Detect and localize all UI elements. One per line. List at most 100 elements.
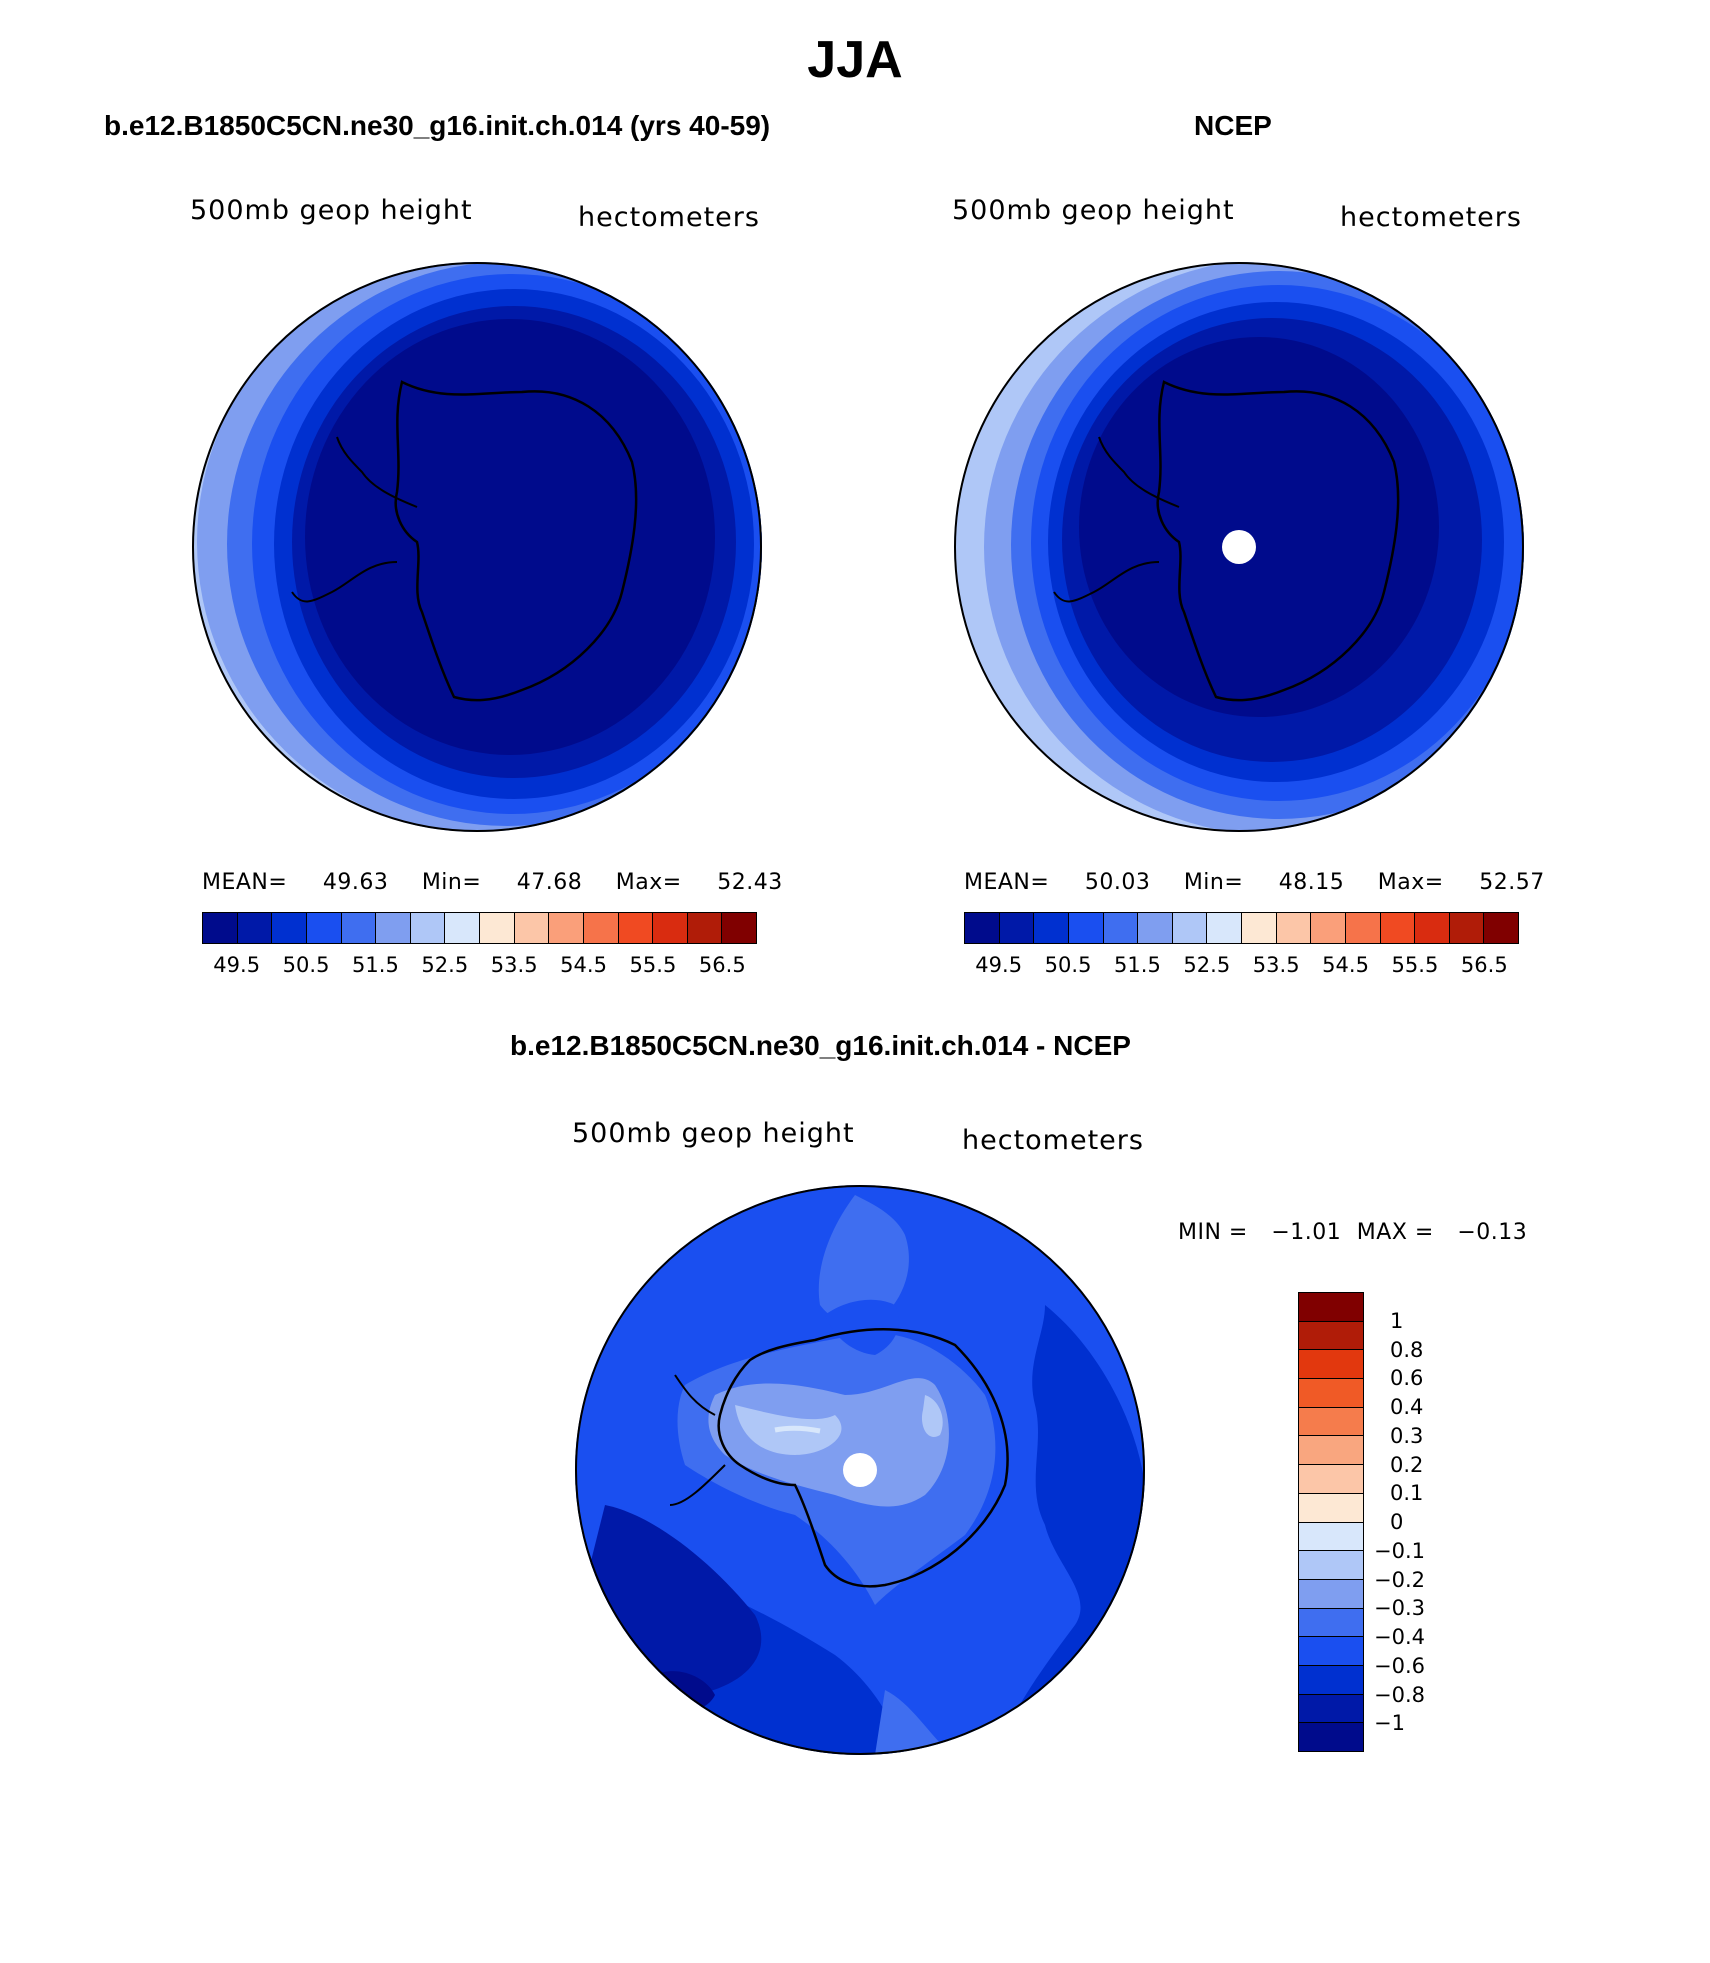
panel-3-title: b.e12.B1850C5CN.ne30_g16.init.ch.014 - N… [510,1030,1131,1061]
colorbar-tick-label: 0.2 [1390,1452,1424,1477]
colorbar-tick-label: 0.4 [1390,1395,1424,1419]
colorbar-tick-label: 0.6 [1390,1366,1424,1391]
panel-1-min-value: 47.68 [516,870,583,895]
colorbar-tick-label: 49.5 [213,953,261,977]
colorbar-tick-label: 56.5 [698,953,746,977]
colorbar-tick-label: 49.5 [975,953,1023,977]
colorbar-swatch [618,913,654,943]
colorbar-swatch [999,913,1035,943]
colorbar-swatch [722,913,756,943]
colorbar-swatch [1484,913,1518,943]
panel-2-mean-value: 50.03 [1084,870,1151,895]
panel-1-stats: MEAN= 49.63 Min= 47.68 Max= 52.43 [202,870,782,895]
colorbar-tick-label: 50.5 [282,953,330,977]
colorbar-tick-label: −0.2 [1374,1567,1425,1592]
colorbar-swatch [1299,1436,1363,1466]
colorbar-tick-label: 53.5 [490,953,538,977]
colorbar-tick-label: 1 [1390,1308,1404,1333]
colorbar-swatch [1299,1579,1363,1609]
panel-3-colorbar-ticks: 1 0.8 0.6 0.4 0.3 0.2 0.1 0 −0.1 −0.2 −0.3 −0.4 −0.6… [1374,1292,1464,1752]
colorbar-tick-label: 55.5 [629,953,677,977]
panel-1-mean-value: 49.63 [322,870,389,895]
colorbar-swatch [1276,913,1312,943]
colorbar-swatch [965,913,1000,943]
colorbar-tick-label: 51.5 [1114,953,1161,977]
colorbar-swatch [1299,1465,1363,1494]
colorbar-swatch [1138,913,1173,943]
panel-1-colorbar-ticks: 49.5 50.5 51.5 52.5 53.5 54.5 55.5 56.5 [202,953,757,981]
panel-1-max-value: 52.43 [717,870,783,895]
colorbar-swatch [1068,913,1104,943]
panel-1-polar-map [192,262,762,832]
colorbar-swatch [1299,1407,1363,1437]
colorbar-swatch [1415,913,1450,943]
colorbar-swatch [1299,1379,1363,1408]
panel-2-title: NCEP [1194,110,1272,141]
colorbar-tick-label: −0.8 [1374,1682,1425,1707]
colorbar-swatch [1380,913,1416,943]
panel-2-max-label: Max= [1377,870,1444,895]
colorbar-swatch [1299,1522,1363,1552]
panel-3-polar-map [575,1185,1145,1755]
colorbar-swatch [272,913,307,943]
colorbar-tick-label: 52.5 [421,953,469,977]
panel-3-stats: MIN = −1.01 MAX = −0.13 [1178,1220,1527,1245]
panel-2-max-value: 52.57 [1479,870,1545,895]
colorbar-swatch [1311,913,1346,943]
colorbar-swatch [1299,1637,1363,1666]
colorbar-swatch [1299,1723,1363,1751]
colorbar-tick-label: 50.5 [1044,953,1092,977]
colorbar-swatch [1299,1694,1363,1724]
colorbar-swatch [514,913,550,943]
panel-2-polar-map [954,262,1524,832]
colorbar-swatch [583,913,619,943]
colorbar-swatch [1103,913,1139,943]
colorbar-swatch [1242,913,1277,943]
panel-1-min-label: Min= [421,870,482,895]
colorbar-tick-label: −1 [1374,1711,1405,1736]
panel-3-variable-label: 500mb geop height [572,1118,855,1149]
panel-2-units-label: hectometers [1340,202,1522,233]
colorbar-swatch [1299,1608,1363,1638]
colorbar-swatch [1299,1321,1363,1351]
panel-3-max-label: MAX = [1356,1220,1434,1245]
colorbar-tick-label: 54.5 [1322,953,1369,977]
colorbar-swatch [653,913,688,943]
colorbar-swatch [445,913,480,943]
colorbar-swatch [1449,913,1485,943]
colorbar-swatch [1345,913,1381,943]
panel-3-min-value: −1.01 [1271,1220,1342,1245]
panel-1-units-label: hectometers [578,202,760,233]
colorbar-tick-label: 55.5 [1391,953,1439,977]
colorbar-tick-label: −0.1 [1374,1538,1425,1563]
panel-2-min-label: Min= [1183,870,1244,895]
panel-3-units-label: hectometers [962,1125,1144,1156]
colorbar-tick-label: 0.3 [1390,1423,1424,1448]
colorbar-swatch [1299,1665,1363,1695]
colorbar-swatch [549,913,584,943]
colorbar-tick-label: 0 [1390,1510,1404,1534]
colorbar-swatch [1299,1551,1363,1580]
colorbar-swatch [410,913,446,943]
colorbar-tick-label: 56.5 [1460,953,1508,977]
panel-2-min-value: 48.15 [1278,870,1345,895]
colorbar-swatch [237,913,273,943]
panel-2-colorbar-ticks: 49.5 50.5 51.5 52.5 53.5 54.5 55.5 56.5 [964,953,1519,981]
colorbar-swatch [1207,913,1242,943]
colorbar-swatch [480,913,515,943]
colorbar-swatch [376,913,411,943]
panel-2-variable-label: 500mb geop height [952,195,1235,226]
panel-2-colorbar [964,912,1519,944]
panel-2-mean-label: MEAN= [964,870,1050,895]
panel-3-max-value: −0.13 [1457,1220,1528,1245]
colorbar-swatch [1172,913,1208,943]
panel-2-stats: MEAN= 50.03 Min= 48.15 Max= 52.57 [964,870,1544,895]
colorbar-swatch [1299,1493,1363,1523]
colorbar-tick-label: −0.3 [1374,1596,1425,1621]
panel-1-variable-label: 500mb geop height [190,195,473,226]
colorbar-swatch [1299,1293,1363,1322]
colorbar-tick-label: 52.5 [1183,953,1231,977]
panel-1-colorbar [202,912,757,944]
colorbar-tick-label: −0.6 [1374,1653,1425,1678]
page-title: JJA [807,31,903,89]
